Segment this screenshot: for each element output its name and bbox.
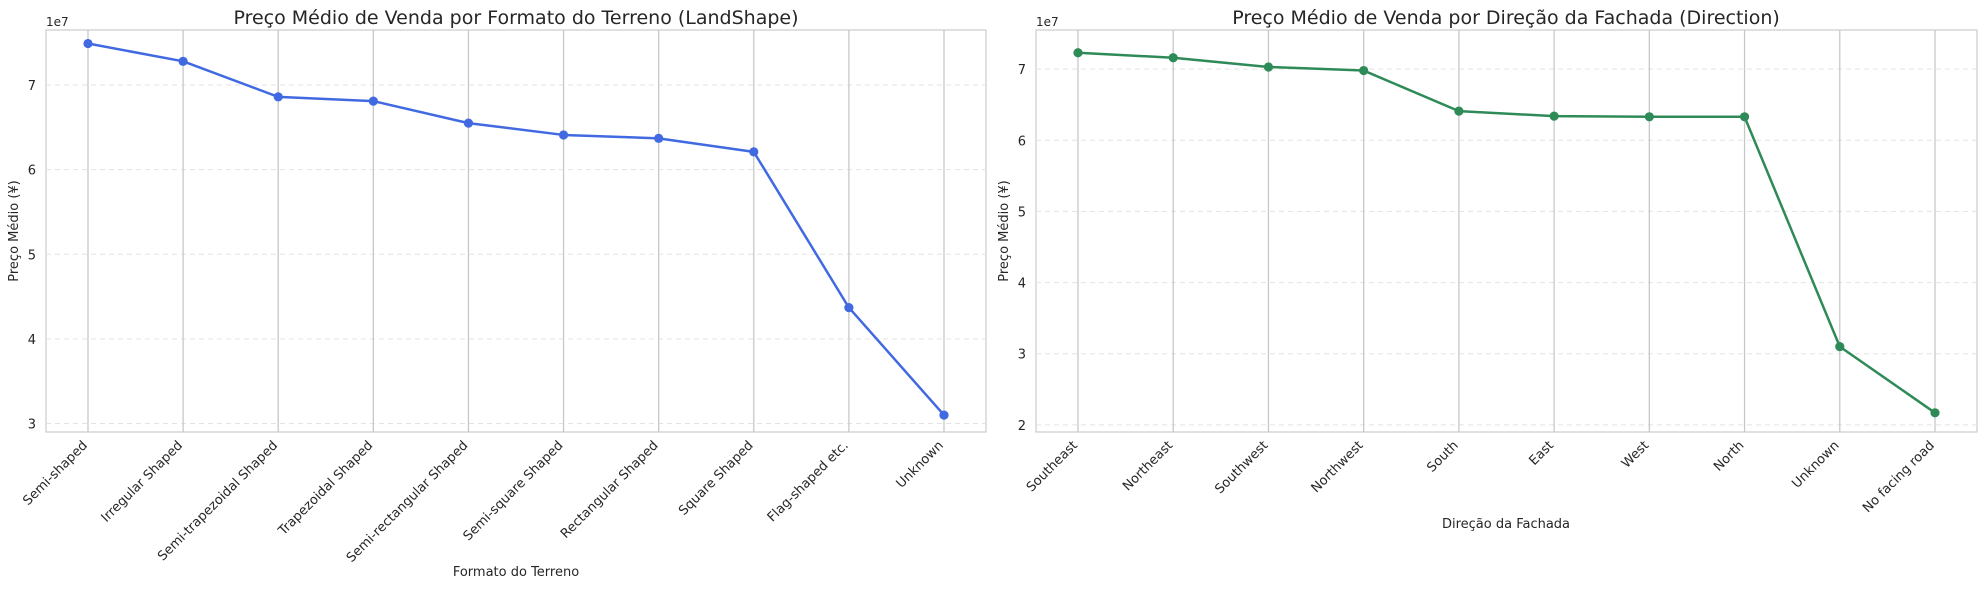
data-point [1168,53,1178,63]
x-tick-label: Southeast [1024,438,1081,495]
data-point [654,133,664,143]
y-axis-landshape: 3 4 5 6 7 [28,79,36,433]
y-tick-label: 3 [1018,348,1026,363]
x-tick-label: Rectangular Shaped [558,438,662,542]
x-axis-landshape: Semi-shaped Irregular ShapedSemi-trapezoi… [20,438,947,565]
plot-frame-direction [1035,29,1978,433]
data-point [1359,65,1369,76]
grid-direction [1036,30,1977,432]
x-tick-label: North [1711,438,1747,474]
data-point [1073,48,1083,58]
y-axis-direction: 2 3 4 5 6 7 [1018,63,1026,434]
x-tick-label: Unknown [1789,438,1842,491]
y-offset-label-direction: 1e7 [1036,15,1059,29]
y-tick-label: 2 [1018,419,1026,434]
data-point [939,410,949,420]
data-point [1549,111,1559,121]
y-tick-label: 7 [28,79,36,94]
x-tick-label: Semi-shaped [20,438,91,509]
data-point [368,96,378,106]
y-tick-label: 5 [28,248,36,263]
x-tick-label: Semi-square Shaped [461,438,567,544]
x-tick-label: No facing road [1860,438,1938,516]
y-tick-label: 6 [28,164,36,179]
series-landshape [83,38,949,420]
chart-title-direction: Preço Médio de Venda por Direção da Fach… [1232,7,1780,29]
series-line-direction [1077,51,1936,414]
x-tick-label: Southwest [1212,438,1271,497]
x-tick-label: Square Shaped [676,438,757,519]
x-tick-label: South [1424,438,1461,475]
series-direction [1073,48,1940,418]
x-tick-label: Irregular Shaped [99,438,186,525]
x-axis-label-direction: Direção da Fachada [1442,517,1570,532]
x-tick-label: West [1619,438,1652,471]
data-point [273,92,283,102]
x-tick-label: Flag-shaped etc. [765,438,852,525]
data-point [1263,62,1274,72]
grid-landshape [46,30,986,432]
y-tick-label: 4 [1018,277,1026,292]
y-axis-label-landshape: Preço Médio (¥) [7,180,22,281]
y-tick-label: 3 [28,418,36,433]
plot-frame-landshape [45,29,987,433]
y-tick-label: 4 [28,333,36,348]
series-line-landshape [87,42,945,416]
data-point [178,56,188,66]
data-point [1930,408,1940,418]
panel-landshape: 3 4 5 6 7 Semi-shaped Irregular ShapedSemi-tr… [7,7,987,580]
data-point [1835,342,1845,352]
data-point [844,302,854,313]
y-offset-label-landshape: 1e7 [46,15,69,29]
y-axis-label-direction: Preço Médio (¥) [997,180,1012,281]
y-tick-label: 7 [1018,63,1026,78]
x-tick-label: Trapezoidal Shaped [275,438,376,539]
data-point [83,38,93,49]
panel-direction: 2 3 4 5 6 7 Southeast Northeast Southwest Northw… [997,7,1978,532]
data-point [749,147,759,157]
data-point [1454,106,1464,116]
chart-title-landshape: Preço Médio de Venda por Formato do Terr… [233,7,798,29]
y-tick-label: 6 [1018,134,1026,149]
x-axis-label-landshape: Formato do Terreno [453,565,579,580]
data-point [1644,112,1654,122]
x-tick-label: East [1526,438,1556,468]
x-axis-direction: Southeast Northeast Southwest Northwest Sout… [1024,438,1938,516]
y-tick-label: 5 [1018,205,1026,220]
data-point [558,130,569,140]
x-tick-label: Northeast [1120,438,1176,494]
x-tick-label: Unknown [894,438,947,491]
x-tick-label: Northwest [1309,438,1367,496]
data-point [1739,112,1750,122]
data-point [463,118,474,128]
